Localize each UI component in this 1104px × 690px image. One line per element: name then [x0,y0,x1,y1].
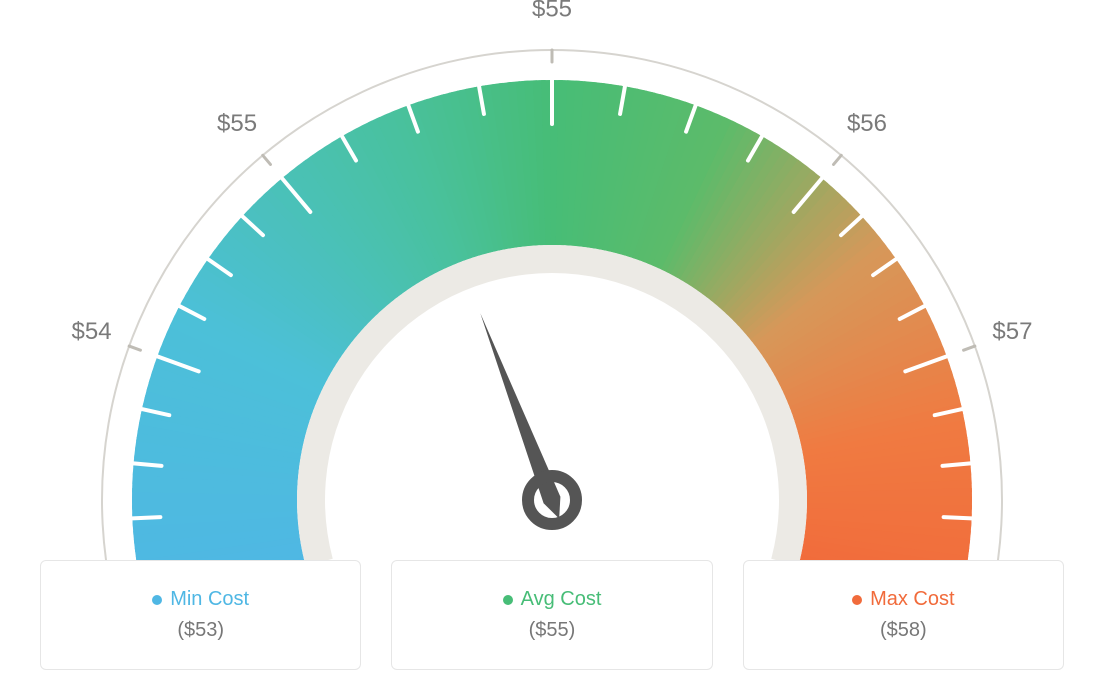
svg-text:$56: $56 [847,110,887,137]
dot-icon [503,595,513,605]
legend-value-avg: ($55) [529,619,576,642]
legend-label-text: Avg Cost [521,588,602,611]
legend-row: Min Cost ($53) Avg Cost ($55) Max Cost (… [0,560,1104,670]
legend-label-text: Min Cost [170,588,249,611]
legend-value-min: ($53) [177,619,224,642]
svg-text:$55: $55 [217,110,257,137]
svg-text:$57: $57 [992,318,1032,345]
legend-label-avg: Avg Cost [503,588,602,611]
svg-text:$54: $54 [72,318,112,345]
legend-label-text: Max Cost [870,588,954,611]
gauge-svg: $53$54$55$55$56$57$58 [0,0,1104,560]
gauge-chart: $53$54$55$55$56$57$58 [0,0,1104,560]
legend-label-max: Max Cost [852,588,954,611]
legend-card-min: Min Cost ($53) [40,560,361,670]
legend-card-max: Max Cost ($58) [743,560,1064,670]
legend-card-avg: Avg Cost ($55) [391,560,712,670]
legend-label-min: Min Cost [152,588,249,611]
dot-icon [852,595,862,605]
dot-icon [152,595,162,605]
svg-text:$55: $55 [532,0,572,22]
legend-value-max: ($58) [880,619,927,642]
